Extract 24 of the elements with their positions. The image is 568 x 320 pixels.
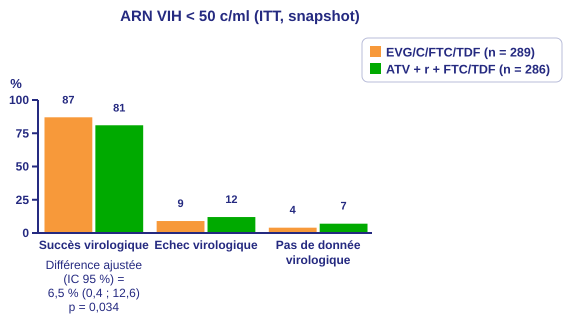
- y-tick-label: 75: [16, 126, 30, 140]
- x-tick-label: Echec virologique: [154, 238, 258, 252]
- y-axis-title: %: [10, 76, 22, 91]
- y-tick-label: 25: [16, 192, 30, 207]
- legend-label: ATV + r + FTC/TDF (n = 286): [386, 62, 550, 76]
- data-label: 81: [113, 102, 126, 114]
- data-label: 87: [62, 94, 75, 106]
- bar: [156, 221, 204, 233]
- y-tick-label: 0: [22, 226, 30, 240]
- data-label: 12: [225, 194, 238, 206]
- chart-title: ARN VIH < 50 c/ml (ITT, snapshot): [120, 8, 360, 25]
- data-label: 9: [178, 198, 184, 210]
- y-tick-label: 50: [16, 160, 30, 174]
- bar: [95, 125, 144, 233]
- x-tick-label: Succès virologique: [38, 238, 150, 252]
- text: Différence ajustée (IC 95 %) = 6,5 % (0,4 ; 12,6) p = 0,034: [46, 258, 142, 314]
- bar: [44, 117, 92, 233]
- data-label: 4: [290, 204, 297, 217]
- legend-label: EVG/C/FTC/TDF (n = 289): [386, 45, 535, 60]
- y-tick-label: 100: [8, 93, 30, 108]
- x-tick-label: Pas de donnée virologique: [276, 238, 361, 267]
- bar: [320, 224, 368, 233]
- bar: [208, 217, 256, 233]
- data-label: 7: [340, 200, 347, 213]
